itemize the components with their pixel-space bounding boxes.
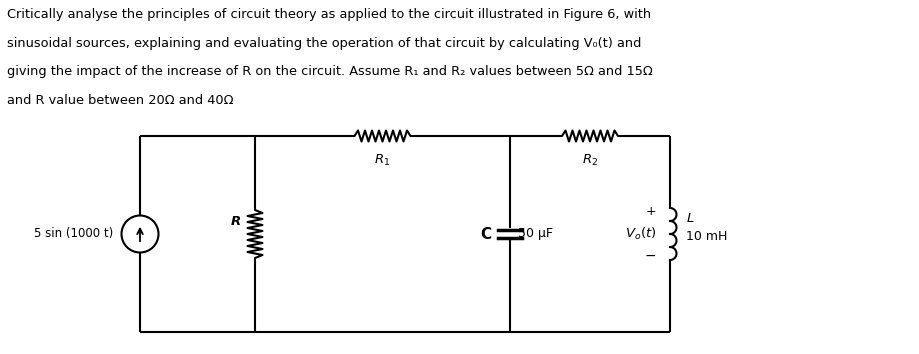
Text: giving the impact of the increase of R on the circuit. Assume R₁ and R₂ values b: giving the impact of the increase of R o… bbox=[7, 65, 652, 78]
Text: $\mathit{R}_1$: $\mathit{R}_1$ bbox=[374, 153, 391, 168]
Text: R: R bbox=[231, 216, 241, 228]
Text: −: − bbox=[643, 249, 655, 263]
Text: and R value between 20Ω and 40Ω: and R value between 20Ω and 40Ω bbox=[7, 93, 233, 107]
Text: 5 sin (1000 t): 5 sin (1000 t) bbox=[34, 228, 113, 240]
Text: 50 μF: 50 μF bbox=[517, 228, 552, 240]
Text: $\mathit{L}$: $\mathit{L}$ bbox=[686, 211, 695, 224]
Text: sinusoidal sources, explaining and evaluating the operation of that circuit by c: sinusoidal sources, explaining and evalu… bbox=[7, 36, 641, 50]
Text: 10 mH: 10 mH bbox=[686, 229, 727, 242]
Text: $\mathit{R}_2$: $\mathit{R}_2$ bbox=[582, 153, 597, 168]
Text: $\mathbf{C}$: $\mathbf{C}$ bbox=[480, 226, 492, 242]
Text: +: + bbox=[644, 206, 655, 218]
Text: Critically analyse the principles of circuit theory as applied to the circuit il: Critically analyse the principles of cir… bbox=[7, 8, 651, 21]
Text: $\mathit{V}_o\mathit{(t)}$: $\mathit{V}_o\mathit{(t)}$ bbox=[624, 226, 655, 242]
